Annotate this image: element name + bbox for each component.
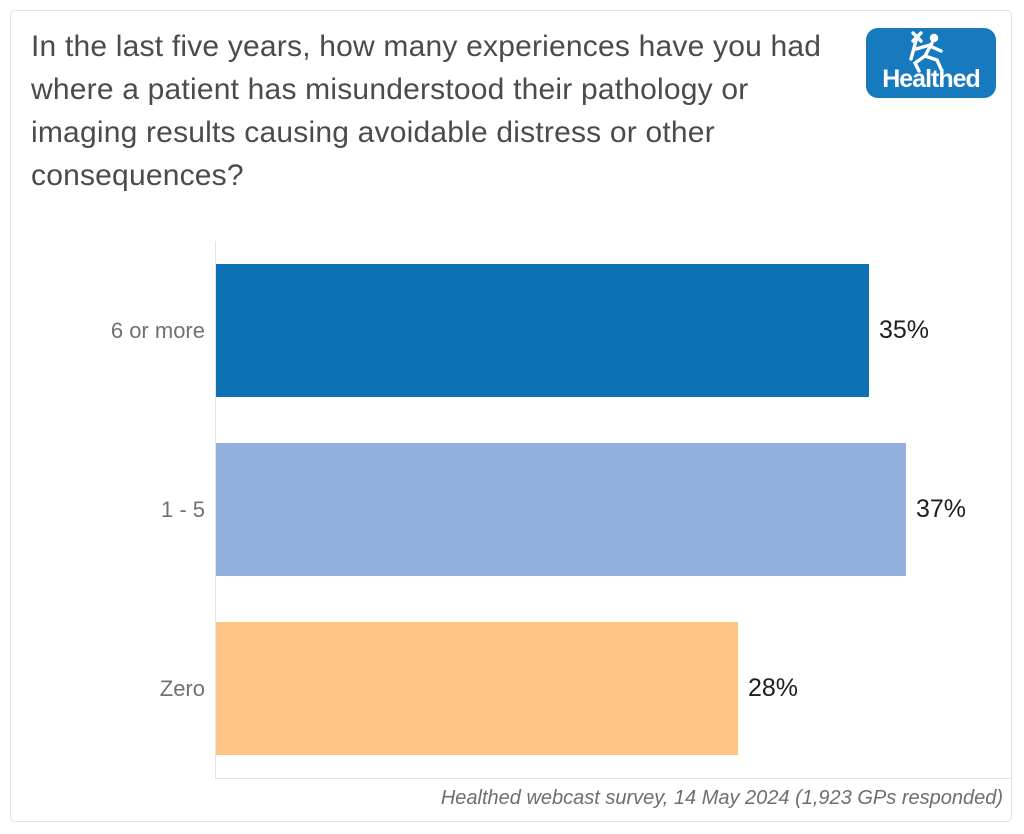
- source-note: Healthed webcast survey, 14 May 2024 (1,…: [440, 787, 1003, 809]
- bar[interactable]: [216, 264, 869, 397]
- healthed-logo: Healthed: [866, 28, 996, 98]
- bar-chart: 6 or more 35% 1 - 5 37% Zero 28%: [11, 241, 1011, 778]
- x-axis-line: [215, 778, 1011, 779]
- hermes-runner-icon: [909, 31, 943, 73]
- bar-area: 37%: [215, 420, 1011, 599]
- y-axis-line: [215, 241, 216, 778]
- logo-background: [866, 28, 996, 98]
- bar-area: 28%: [215, 599, 1011, 778]
- chart-row: Zero 28%: [11, 599, 1011, 778]
- category-label: 6 or more: [110, 317, 205, 343]
- value-label: 35%: [879, 316, 930, 344]
- bar-area: 35%: [215, 241, 1011, 420]
- chart-row: 1 - 5 37%: [11, 420, 1011, 599]
- chart-card: In the last five years, how many experie…: [10, 10, 1012, 822]
- category-label: 1 - 5: [160, 496, 205, 522]
- chart-title: In the last five years, how many experie…: [31, 30, 822, 192]
- chart-row: 6 or more 35%: [11, 241, 1011, 420]
- value-label: 28%: [748, 674, 799, 702]
- logo-text: Healthed: [882, 65, 980, 93]
- value-label: 37%: [916, 495, 967, 523]
- bar[interactable]: [216, 443, 906, 576]
- category-label: Zero: [159, 675, 205, 701]
- bar[interactable]: [216, 622, 738, 755]
